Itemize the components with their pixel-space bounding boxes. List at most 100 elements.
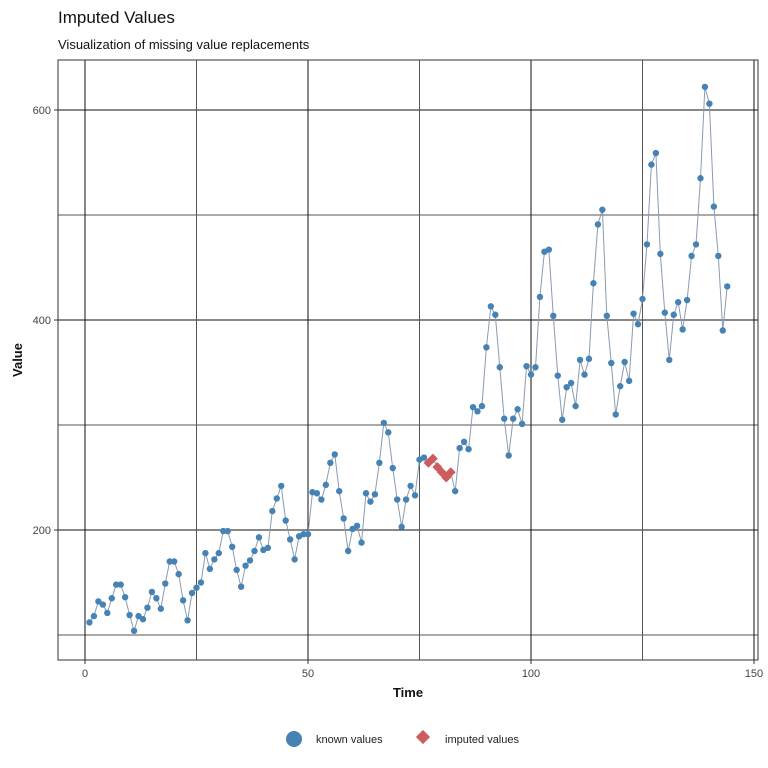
known-point — [518, 420, 526, 428]
known-point — [349, 525, 356, 533]
known-legend-label: known values — [316, 734, 383, 746]
known-point — [420, 454, 428, 461]
known-point — [113, 581, 120, 588]
known-point — [697, 175, 704, 182]
legend: known values imputed values — [286, 729, 519, 747]
known-point — [153, 595, 160, 602]
known-point — [501, 415, 508, 422]
known-point — [411, 492, 419, 499]
known-point — [148, 588, 156, 596]
known-point — [282, 517, 289, 524]
known-point — [327, 459, 334, 466]
x-tick-label: 50 — [302, 668, 314, 680]
known-point — [126, 611, 133, 619]
known-point — [617, 382, 624, 390]
known-point — [487, 303, 495, 310]
known-point — [559, 416, 566, 423]
known-point — [353, 522, 361, 529]
known-point — [130, 627, 138, 634]
known-point — [215, 549, 222, 557]
known-point — [460, 438, 468, 445]
known-point — [643, 241, 651, 248]
known-point — [211, 556, 218, 563]
known-point — [371, 491, 379, 498]
known-point — [469, 403, 477, 411]
known-point — [608, 359, 615, 367]
known-point — [255, 534, 263, 541]
known-point — [492, 311, 499, 318]
axis-ticks: 0 50 100 150 200 400 600 — [33, 105, 764, 680]
known-point — [197, 579, 205, 586]
known-point — [527, 371, 535, 378]
known-point — [246, 557, 254, 564]
plot-panel-border — [57, 59, 759, 661]
y-axis-label: Value — [10, 343, 25, 377]
known-point — [117, 581, 124, 588]
known-point — [340, 515, 347, 522]
imputed-point — [445, 467, 456, 478]
chart-subtitle: Visualization of missing value replaceme… — [58, 37, 310, 52]
known-point — [567, 379, 575, 387]
known-point — [594, 221, 602, 228]
known-point — [139, 616, 147, 623]
known-point — [318, 496, 325, 503]
known-point — [367, 498, 374, 505]
known-point — [590, 280, 597, 287]
known-point — [286, 536, 294, 543]
x-axis-label: Time — [393, 685, 423, 700]
known-point — [336, 487, 343, 495]
known-point — [509, 415, 517, 422]
known-point — [398, 523, 405, 531]
known-point — [554, 372, 561, 379]
series-line — [89, 86, 728, 633]
known-point — [380, 419, 388, 427]
known-point — [291, 556, 298, 563]
known-point — [630, 310, 637, 317]
known-point — [184, 617, 191, 624]
known-point — [683, 296, 691, 304]
known-point — [358, 539, 365, 546]
known-point — [451, 487, 459, 495]
known-point — [634, 321, 642, 328]
known-point — [206, 565, 214, 573]
known-point — [179, 597, 187, 604]
known-point — [625, 377, 633, 385]
known-point — [456, 444, 463, 452]
known-point — [692, 241, 700, 248]
known-point — [171, 558, 178, 565]
known-point — [550, 312, 557, 319]
known-point — [612, 411, 619, 418]
known-point — [532, 364, 539, 371]
known-point — [228, 543, 236, 550]
imputed-legend-icon — [415, 729, 431, 745]
known-point — [237, 583, 245, 590]
known-point — [389, 464, 396, 472]
known-point — [674, 298, 682, 306]
known-point — [86, 619, 93, 626]
known-point — [657, 250, 664, 258]
known-point — [679, 326, 686, 333]
known-point — [362, 490, 370, 497]
known-point — [603, 312, 611, 319]
known-point — [719, 327, 726, 334]
known-point — [108, 595, 115, 602]
known-point — [188, 589, 196, 597]
known-point — [233, 566, 240, 574]
x-tick-label: 100 — [522, 668, 540, 680]
known-point — [269, 507, 276, 515]
known-point — [95, 598, 102, 605]
known-point — [394, 496, 401, 503]
known-point — [576, 356, 584, 364]
known-point — [135, 612, 142, 620]
grid-lines — [58, 60, 758, 660]
known-point — [385, 429, 392, 436]
chart-title: Imputed Values — [58, 8, 175, 27]
known-point — [251, 547, 258, 555]
known-point — [483, 344, 490, 351]
known-point — [264, 544, 272, 552]
imputed-points — [423, 453, 456, 483]
y-tick-label: 200 — [33, 525, 51, 537]
known-point — [523, 363, 530, 370]
y-tick-label: 600 — [33, 105, 51, 117]
